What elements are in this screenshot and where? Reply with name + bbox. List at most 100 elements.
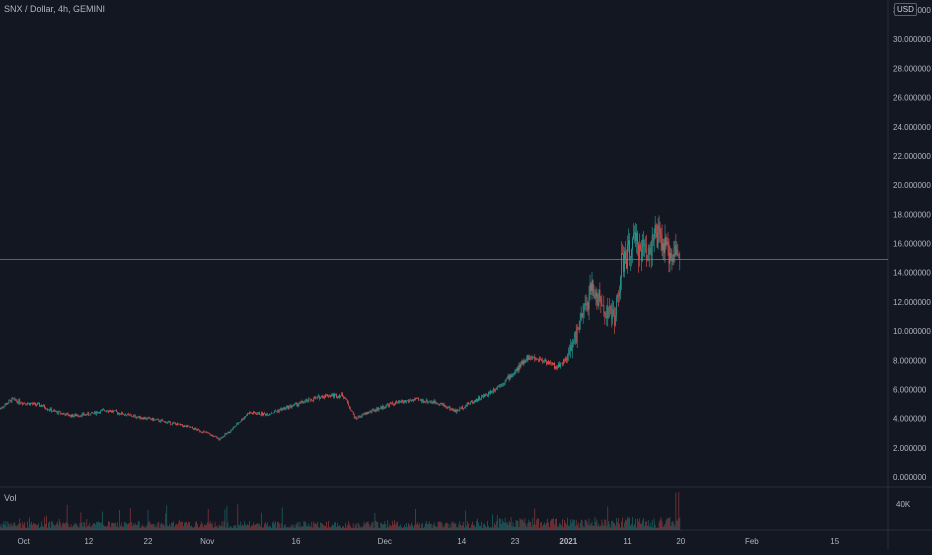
candle-body: [55, 411, 56, 412]
volume-bar: [396, 522, 397, 530]
volume-bar: [326, 522, 327, 530]
candle-body: [58, 411, 59, 413]
candle-body: [537, 359, 538, 360]
candle-body: [129, 414, 130, 415]
candle-body: [98, 412, 99, 413]
candle-body: [441, 403, 442, 404]
candle-body: [671, 253, 672, 258]
candle-body: [645, 244, 646, 245]
volume-bar: [339, 525, 340, 530]
candle-body: [582, 314, 583, 318]
candle-body: [376, 410, 377, 411]
volume-bar: [357, 528, 358, 530]
volume-bar: [207, 522, 208, 530]
candle-body: [531, 357, 532, 359]
volume-bar: [550, 521, 551, 530]
candle-body: [347, 400, 348, 403]
candle-body: [432, 402, 433, 403]
volume-bar: [17, 525, 18, 530]
volume-bar: [230, 527, 231, 530]
volume-label[interactable]: Vol: [4, 493, 17, 503]
volume-bar: [24, 522, 25, 530]
candle-body: [479, 397, 480, 399]
volume-bar: [160, 524, 161, 530]
candle-body: [535, 358, 536, 360]
candle-body: [197, 429, 198, 430]
volume-bar: [202, 524, 203, 530]
volume-bar: [512, 526, 513, 530]
candle-body: [312, 401, 313, 402]
candle-body: [54, 410, 55, 411]
candle-body: [26, 404, 27, 405]
candle-body: [373, 409, 374, 410]
candle-body: [107, 410, 108, 411]
candle-body: [389, 403, 390, 406]
volume-bar: [220, 526, 221, 530]
volume-bar: [143, 526, 144, 530]
candle-body: [462, 407, 463, 409]
x-tick-label: Oct: [17, 537, 30, 546]
currency-badge[interactable]: USD: [894, 3, 917, 16]
volume-bar: [421, 524, 422, 530]
volume-bar: [627, 517, 628, 530]
volume-bar: [533, 525, 534, 530]
volume-bar: [579, 528, 580, 530]
candle-body: [180, 424, 181, 425]
volume-bar: [272, 523, 273, 530]
y-tick-label: 0.000000: [893, 473, 927, 482]
volume-bar: [359, 525, 360, 530]
candle-body: [561, 364, 562, 365]
candle-body: [65, 414, 66, 415]
volume-bar: [331, 526, 332, 530]
volume-bar: [467, 521, 468, 530]
volume-bar: [131, 522, 132, 530]
volume-bar: [315, 523, 316, 530]
chart-legend-title[interactable]: SNX / Dollar, 4h, GEMINI: [4, 4, 105, 14]
volume-bar: [532, 518, 533, 530]
volume-bar: [548, 523, 549, 530]
volume-bar: [420, 528, 421, 530]
candle-body: [588, 303, 589, 310]
volume-bar: [113, 523, 114, 530]
y-tick-label: 24.000000: [893, 123, 931, 132]
volume-bar: [313, 522, 314, 530]
candle-body: [100, 411, 101, 414]
candle-body: [308, 399, 309, 402]
candle-body: [303, 401, 304, 403]
volume-bar: [151, 524, 152, 530]
candles: [0, 215, 888, 441]
candle-body: [143, 418, 144, 419]
volume-bar: [490, 527, 491, 530]
volume-bar: [266, 525, 267, 530]
volume-bar: [115, 522, 116, 530]
volume-bar: [62, 524, 63, 530]
candle-body: [579, 328, 580, 330]
candle-body: [269, 414, 270, 415]
candle-body: [104, 410, 105, 411]
candle-body: [310, 399, 311, 400]
volume-bar: [379, 528, 380, 530]
volume-bar: [19, 518, 20, 530]
volume-bar: [128, 523, 129, 530]
candle-body: [593, 280, 594, 293]
candle-body: [603, 305, 604, 313]
volume-bar: [571, 523, 572, 530]
volume-bar: [596, 522, 597, 530]
volume-bar: [594, 526, 595, 530]
candle-body: [455, 410, 456, 412]
candle-body: [335, 394, 336, 395]
candle-body: [427, 400, 428, 403]
volume-bar: [247, 524, 248, 530]
volume-bar: [351, 528, 352, 530]
candle-body: [137, 417, 138, 418]
volume-bar: [116, 527, 117, 530]
candle-body: [7, 403, 8, 404]
volume-bar: [82, 523, 83, 530]
volume-bar: [196, 521, 197, 530]
volume-bar: [84, 522, 85, 530]
volume-bar: [607, 507, 608, 530]
candle-body: [395, 402, 396, 405]
candle-body: [538, 359, 539, 362]
